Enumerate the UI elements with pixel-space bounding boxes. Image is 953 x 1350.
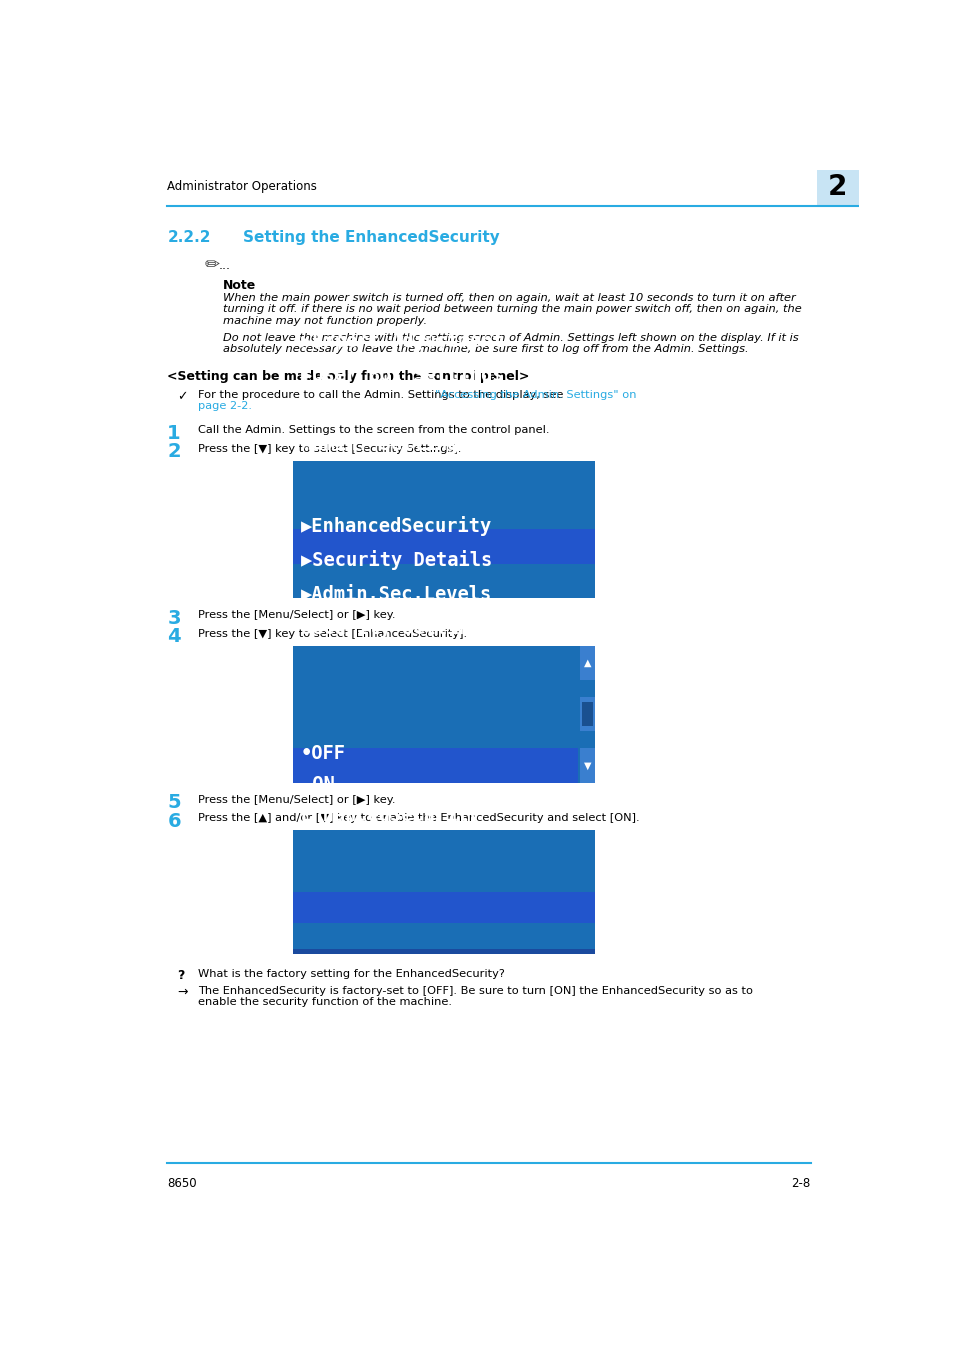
Bar: [293, 645, 595, 783]
Text: Press the [Menu/Select] or [▶] key.: Press the [Menu/Select] or [▶] key.: [198, 610, 395, 620]
Text: ON: ON: [300, 775, 334, 794]
Text: •OFF: •OFF: [300, 744, 345, 763]
Text: For the procedure to call the Admin. Settings to the display, see: For the procedure to call the Admin. Set…: [198, 390, 567, 400]
Bar: [293, 748, 578, 783]
Text: absolutely necessary to leave the machine, be sure first to log off from the Adm: absolutely necessary to leave the machin…: [223, 344, 748, 355]
Text: turning it off. if there is no wait period between turning the main power switch: turning it off. if there is no wait peri…: [223, 305, 801, 315]
Text: <Setting can be made only from the control panel>: <Setting can be made only from the contr…: [167, 370, 529, 383]
Text: ▶Expert Adjustment: ▶Expert Adjustment: [300, 331, 502, 351]
Text: ▼: ▼: [583, 760, 591, 771]
Text: Admin. Settings: Admin. Settings: [300, 433, 469, 454]
Text: page 2-2.: page 2-2.: [198, 401, 252, 412]
Text: ▶User Box Settings: ▶User Box Settings: [300, 364, 502, 385]
Text: What is the factory setting for the EnhancedSecurity?: What is the factory setting for the Enha…: [198, 969, 505, 979]
Bar: [579, 748, 595, 783]
Bar: [293, 529, 595, 563]
Text: Press the [Menu/Select] or [▶] key.: Press the [Menu/Select] or [▶] key.: [198, 795, 395, 805]
Text: 4: 4: [167, 628, 181, 647]
Text: Press the [▲] and/or [▼] key to enable the EnhancedSecurity and select [ON].: Press the [▲] and/or [▼] key to enable t…: [198, 814, 639, 824]
Bar: [293, 460, 595, 598]
Text: When the main power switch is turned off, then on again, wait at least 10 second: When the main power switch is turned off…: [223, 293, 795, 302]
Text: 5: 5: [167, 794, 181, 813]
Text: The EnhancedSecurity is factory-set to [OFF]. Be sure to turn [ON] the EnhancedS: The EnhancedSecurity is factory-set to […: [198, 986, 753, 996]
Text: 2.2.2: 2.2.2: [167, 230, 211, 244]
Text: ▶Security Details: ▶Security Details: [300, 549, 492, 570]
Text: Press the [▼] key to select [Security Settings].: Press the [▼] key to select [Security Se…: [198, 444, 461, 454]
Text: 1: 1: [167, 424, 181, 443]
Text: ▶EnhancedSecurity: ▶EnhancedSecurity: [300, 516, 492, 536]
Text: 2-8: 2-8: [790, 1177, 810, 1189]
Bar: [293, 949, 595, 953]
Bar: [579, 645, 595, 680]
Bar: [581, 702, 592, 726]
Text: Administrator Operations: Administrator Operations: [167, 180, 316, 193]
Text: ✓: ✓: [177, 390, 188, 402]
Text: 3: 3: [167, 609, 181, 628]
Text: 6: 6: [167, 811, 181, 830]
Bar: [579, 697, 595, 732]
Text: "Accessing the Admin. Settings" on: "Accessing the Admin. Settings" on: [435, 390, 636, 400]
Text: EnhancedSecurity: EnhancedSecurity: [300, 805, 480, 825]
Text: ...: ...: [218, 259, 231, 271]
Text: 2: 2: [827, 173, 846, 201]
Bar: [816, 170, 858, 207]
Text: Press the [▼] key to select [EnhancedSecurity].: Press the [▼] key to select [EnhancedSec…: [198, 629, 467, 639]
Text: ✏: ✏: [204, 256, 219, 274]
Text: Note: Note: [223, 279, 256, 292]
Text: ▲: ▲: [583, 657, 591, 668]
Text: Do not leave the machine with the setting screen of Admin. Settings left shown o: Do not leave the machine with the settin…: [223, 333, 798, 343]
Text: ▶Security Settings: ▶Security Settings: [300, 400, 502, 420]
Text: Setting the EnhancedSecurity: Setting the EnhancedSecurity: [243, 230, 499, 244]
Text: →: →: [177, 986, 188, 999]
Text: machine may not function properly.: machine may not function properly.: [223, 316, 427, 325]
Text: 2: 2: [167, 443, 181, 462]
Bar: [293, 892, 595, 923]
Text: ▶Admin.Sec.Levels: ▶Admin.Sec.Levels: [300, 585, 492, 603]
Text: Call the Admin. Settings to the screen from the control panel.: Call the Admin. Settings to the screen f…: [198, 425, 549, 435]
Text: ?: ?: [177, 969, 185, 981]
Text: enable the security function of the machine.: enable the security function of the mach…: [198, 998, 452, 1007]
Text: Security Settings: Security Settings: [300, 618, 492, 639]
Text: 8650: 8650: [167, 1177, 196, 1189]
Bar: [293, 830, 595, 953]
